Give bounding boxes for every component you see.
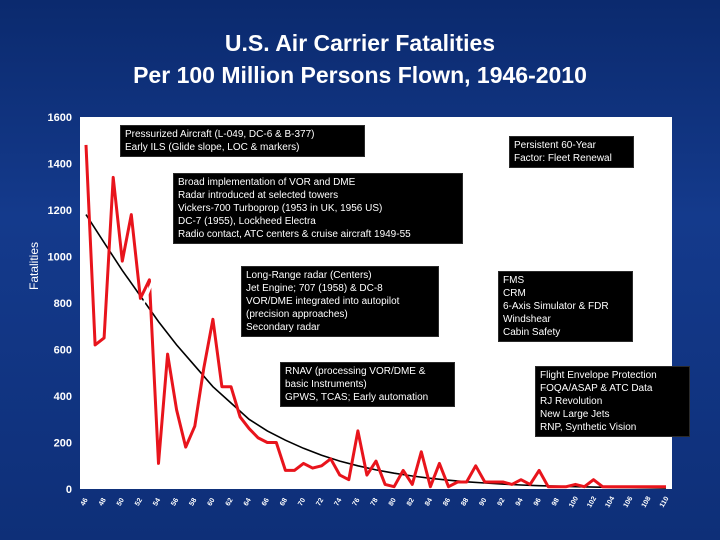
y-tick-label: 800	[54, 298, 72, 310]
annotation-vor-dme: Broad implementation of VOR and DME Rada…	[173, 173, 463, 244]
annotation-arrowhead	[385, 426, 395, 437]
x-tick-label: 92	[497, 497, 507, 507]
x-tick-label: 50	[116, 497, 126, 507]
y-tick-label: 0	[66, 484, 72, 496]
y-tick-label: 1600	[48, 112, 72, 124]
annotation-arrow	[388, 406, 399, 429]
x-tick-label: 76	[352, 497, 362, 507]
annotation-arrowhead	[165, 316, 176, 326]
x-tick-label: 94	[515, 497, 525, 507]
x-tick-label: 64	[243, 497, 253, 507]
annotation-arrow	[626, 446, 631, 466]
annotation-pressurized: Pressurized Aircraft (L-049, DC-6 & B-37…	[120, 125, 365, 157]
x-tick-label: 84	[424, 497, 434, 507]
x-tick-label: 100	[568, 495, 580, 509]
x-tick-label: 48	[98, 497, 108, 507]
annotation-arrowhead	[478, 251, 488, 262]
x-tick-label: 70	[297, 497, 307, 507]
x-tick-label: 98	[551, 497, 561, 507]
annotation-arrowhead	[655, 463, 665, 474]
x-tick-label: 104	[604, 495, 616, 509]
annotation-long-range-radar: Long-Range radar (Centers) Jet Engine; 7…	[241, 266, 439, 337]
y-tick-label: 1200	[48, 205, 72, 217]
annotation-rnav: RNAV (processing VOR/DME & basic Instrum…	[280, 362, 455, 407]
annotation-persistent: Persistent 60-Year Factor: Fleet Renewal	[509, 136, 634, 168]
x-tick-label: 62	[225, 497, 235, 507]
annotation-arrowhead	[97, 181, 107, 192]
x-tick-label: 52	[134, 497, 144, 507]
annotation-arrowhead	[474, 455, 485, 465]
x-tick-label: 102	[586, 495, 598, 509]
x-tick-label: 106	[622, 495, 634, 509]
x-tick-label: 108	[641, 495, 653, 509]
annotation-arrowhead	[135, 309, 145, 320]
x-tick-label: 80	[388, 497, 398, 507]
x-tick-label: 68	[279, 497, 289, 507]
x-tick-label: 90	[478, 497, 488, 507]
annotation-arrow	[644, 446, 661, 468]
y-tick-label: 600	[54, 345, 72, 357]
y-tick-label: 200	[54, 438, 72, 450]
annotation-arrow	[482, 171, 542, 256]
annotation-flight-envelope: Flight Envelope Protection FOQA/ASAP & A…	[535, 366, 690, 437]
x-tick-label: 82	[406, 497, 416, 507]
x-tick-label: 110	[659, 496, 671, 509]
chart-title-line-1: U.S. Air Carrier Fatalities	[224, 30, 496, 56]
x-tick-label: 58	[188, 497, 198, 507]
y-axis: 0 200 400 600 800 1000 1200 1400 1600	[48, 112, 72, 496]
y-axis-label: Fatalities	[27, 241, 41, 291]
x-tick-label: 86	[442, 497, 452, 507]
annotation-arrowhead	[624, 464, 635, 474]
x-tick-label: 54	[152, 497, 162, 507]
annotation-arrow	[171, 273, 239, 322]
x-tick-label: 56	[170, 497, 180, 507]
x-tick-label: 66	[261, 497, 271, 507]
y-tick-label: 1000	[48, 252, 72, 264]
y-tick-label: 400	[54, 391, 72, 403]
annotation-fms: FMS CRM 6-Axis Simulator & FDR Windshear…	[498, 271, 633, 342]
x-tick-label: 46	[80, 497, 90, 507]
chart-title-line-2: Per 100 Million Persons Flown, 1946-2010	[133, 62, 587, 88]
annotation-arrows	[97, 154, 665, 474]
annotation-arrowhead	[574, 461, 585, 472]
x-tick-label: 72	[315, 497, 325, 507]
x-tick-label: 96	[533, 497, 543, 507]
x-tick-label: 74	[333, 497, 343, 507]
fatalities-line	[84, 144, 666, 489]
x-tick-label: 60	[207, 497, 217, 507]
x-tick-label: 78	[370, 497, 380, 507]
x-tick-label: 88	[460, 497, 470, 507]
annotation-arrow	[139, 237, 172, 313]
y-tick-label: 1400	[48, 159, 72, 171]
annotation-arrow	[572, 446, 581, 464]
x-axis: 46 48 50 52 54 56 58 60 62 64 66 68 70 72 74 76 78 80 82 84…	[80, 495, 671, 509]
annotation-arrow	[477, 299, 502, 457]
annotation-arrow	[101, 154, 126, 186]
